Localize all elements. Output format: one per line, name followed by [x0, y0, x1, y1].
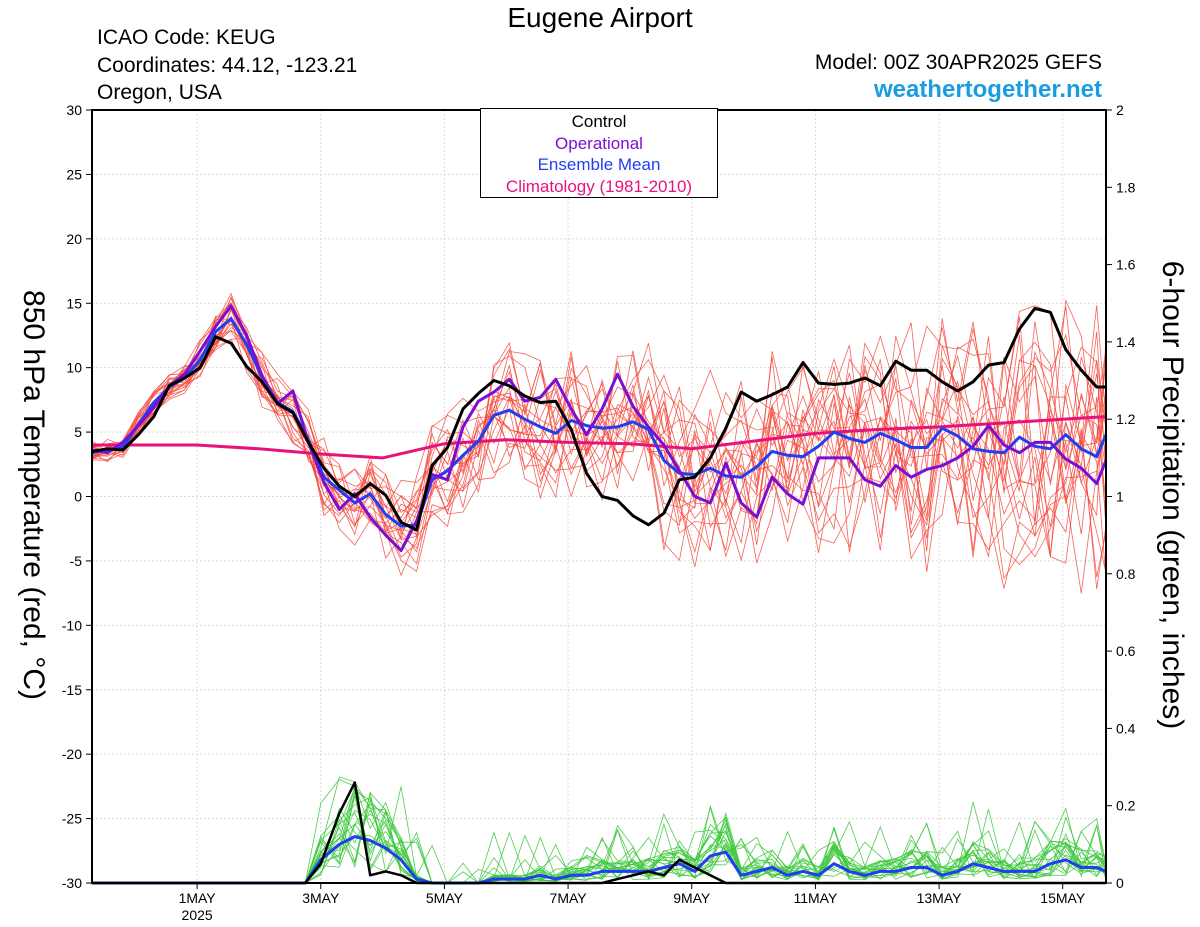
ensemble-member-temp-line [91, 302, 1107, 589]
x-tick-label: 13MAY [917, 890, 963, 906]
ensemble-member-precip-line [92, 821, 1107, 884]
legend: Control Operational Ensemble Mean Climat… [480, 108, 718, 198]
ensemble-member-temp-line [91, 316, 1107, 560]
y-right-tick-label: 0.4 [1116, 720, 1136, 736]
x-tick-label: 9MAY [673, 890, 711, 906]
ensemble-member-temp-line [91, 307, 1107, 558]
y-left-tick-label: 10 [66, 360, 82, 376]
ensemble-member-precip-line [92, 809, 1107, 884]
ensemble-member-temp-line [91, 302, 1107, 564]
legend-item-ensemble-mean: Ensemble Mean [537, 155, 661, 174]
y-axis-right-label: 6-hour Precipitation (green, inches) [1156, 260, 1189, 730]
ensemble-member-precipitation-lines [92, 776, 1107, 884]
ensemble-member-precip-line [92, 796, 1107, 884]
y-right-tick-label: 0.2 [1116, 798, 1136, 814]
ensemble-member-temperature-lines [91, 292, 1107, 594]
x-tick-label: 3MAY [302, 890, 340, 906]
ensemble-member-precip-line [92, 792, 1107, 884]
ensemble-member-temp-line [91, 307, 1107, 533]
y-left-tick-label: 25 [66, 166, 82, 182]
axes: 302520151050-5-10-15-20-25-3021.81.61.41… [62, 102, 1136, 923]
region: Oregon, USA [97, 81, 222, 104]
legend-item-operational: Operational [555, 133, 643, 153]
ensemble-member-temp-line [91, 338, 1107, 572]
y-right-tick-label: 1.2 [1116, 411, 1136, 427]
control-temp-line [91, 306, 1106, 532]
y-right-tick-label: 1.4 [1116, 334, 1136, 350]
y-left-tick-label: 30 [66, 102, 82, 118]
y-left-tick-label: 20 [66, 231, 82, 247]
y-right-tick-label: 1.6 [1116, 257, 1136, 273]
y-right-tick-label: 2 [1116, 102, 1124, 118]
x-tick-label: 1MAY [179, 890, 217, 906]
y-right-tick-label: 0.8 [1116, 566, 1136, 582]
y-right-tick-label: 1.8 [1116, 179, 1136, 195]
y-right-tick-label: 0 [1116, 875, 1124, 891]
legend-item-control: Control [571, 112, 627, 131]
y-left-tick-label: -15 [62, 682, 82, 698]
x-tick-label: 15MAY [1040, 890, 1086, 906]
y-axis-left-label: 850 hPa Temperature (red, °C) [17, 290, 50, 700]
y-left-tick-label: 15 [66, 295, 82, 311]
y-left-tick-label: -30 [62, 875, 82, 891]
ensemble-member-temp-line [91, 321, 1107, 594]
gridlines [92, 110, 1106, 883]
x-tick-sublabel: 2025 [182, 907, 213, 923]
chart-title: Eugene Airport [507, 2, 693, 33]
icao-code: ICAO Code: KEUG [97, 26, 276, 49]
y-right-tick-label: 1 [1116, 489, 1124, 505]
y-left-tick-label: -20 [62, 746, 82, 762]
ensemble-member-temp-line [91, 295, 1107, 565]
ensemble-member-temp-line [91, 330, 1107, 578]
y-left-tick-label: -25 [62, 811, 82, 827]
ensemble-member-temp-line [91, 337, 1107, 573]
x-tick-label: 5MAY [426, 890, 464, 906]
site-link[interactable]: weathertogether.net [873, 76, 1102, 103]
model-run: Model: 00Z 30APR2025 GEFS [814, 51, 1102, 74]
climatology-temp-line [92, 415, 1107, 460]
coordinates: Coordinates: 44.12, -123.21 [97, 54, 358, 77]
x-tick-label: 11MAY [793, 890, 837, 906]
y-left-tick-label: -10 [62, 617, 82, 633]
ensemble-member-precip-line [92, 830, 1107, 884]
ensemble-member-temp-line [91, 292, 1107, 580]
y-right-tick-label: 0.6 [1116, 643, 1136, 659]
x-tick-label: 7MAY [550, 890, 588, 906]
y-left-tick-label: 0 [74, 489, 82, 505]
legend-item-climatology: Climatology (1981-2010) [505, 176, 693, 196]
ensemble-member-precip-line [92, 792, 1107, 884]
y-left-tick-label: -5 [70, 553, 83, 569]
ensemble-mean-precip-line [92, 835, 1107, 885]
ensemble-member-temp-line [91, 305, 1107, 567]
operational-temp-line [91, 304, 1108, 553]
y-left-tick-label: 5 [74, 424, 82, 440]
ensemble-member-precip-line [92, 803, 1107, 884]
